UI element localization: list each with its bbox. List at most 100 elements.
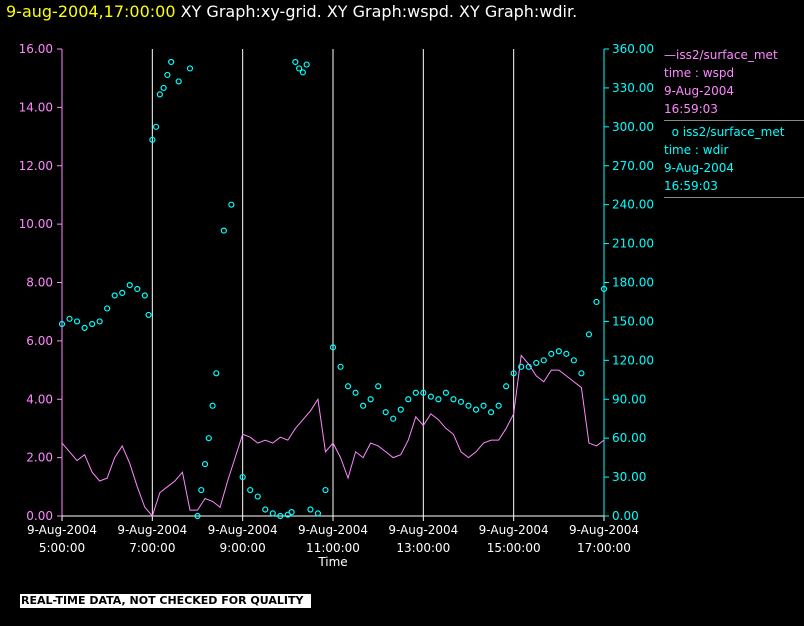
data-point-wdir [412, 389, 419, 396]
y-left-tick-label: 4.00 [26, 392, 53, 406]
y-right-tick-label: 330.00 [612, 81, 654, 95]
data-point-wdir [119, 289, 126, 296]
x-axis-label: Time [317, 555, 347, 569]
y-right-tick-label: 120.00 [612, 353, 654, 367]
data-point-wdir [220, 227, 227, 234]
y-left-tick-label: 16.00 [19, 42, 53, 56]
x-tick-date: 9-Aug-2004 [298, 523, 368, 537]
data-point-wdir [472, 406, 480, 413]
x-tick-time: 13:00:00 [396, 541, 450, 555]
y-right-tick-label: 360.00 [612, 42, 654, 56]
x-tick-date: 9-Aug-2004 [208, 523, 278, 537]
data-point-wdir [487, 409, 495, 416]
data-point-wdir [149, 136, 156, 143]
data-point-wdir [141, 292, 148, 299]
legend-entry-wspd: —iss2/surface_met time : wspd 9-Aug-2004… [664, 46, 804, 121]
data-point-wdir [390, 415, 397, 422]
y-left-tick-label: 2.00 [26, 451, 53, 465]
data-point-wdir [382, 409, 389, 416]
data-point-wdir [201, 461, 209, 468]
data-point-wdir [329, 344, 337, 351]
data-point-wdir [435, 396, 442, 403]
data-point-wdir [58, 320, 66, 328]
data-point-wdir [156, 91, 163, 98]
data-point-wdir [427, 393, 434, 400]
data-point-wdir [397, 406, 404, 413]
legend-wdir-date: 9-Aug-2004 [664, 161, 735, 175]
x-tick-time: 9:00:00 [220, 541, 266, 555]
title-timestamp: 9-aug-2004,17:00:00 [6, 2, 176, 21]
x-tick-date: 9-Aug-2004 [479, 523, 549, 537]
data-point-wdir [578, 370, 585, 377]
y-left-tick-label: 6.00 [26, 334, 53, 348]
data-point-wdir [337, 363, 344, 370]
data-point-wdir [96, 318, 103, 325]
data-point-wdir [160, 84, 167, 92]
legend-wdir-time: 16:59:03 [664, 179, 718, 193]
data-point-wdir [111, 292, 118, 299]
data-point-wdir [344, 383, 352, 390]
y-right-tick-label: 150.00 [612, 314, 654, 328]
data-point-wdir [533, 359, 540, 367]
data-point-wdir [134, 285, 141, 293]
data-point-wdir [593, 298, 600, 306]
legend-wspd-variable: time : wspd [664, 66, 735, 80]
data-point-wdir [239, 473, 246, 481]
data-point-wdir [186, 65, 194, 72]
data-point-wdir [442, 389, 450, 396]
y-left-tick-label: 12.00 [19, 159, 53, 173]
data-point-wdir [525, 363, 532, 370]
data-point-wdir [296, 65, 303, 72]
data-point-wdir [585, 331, 593, 338]
data-point-wdir [168, 58, 175, 66]
data-point-wdir [175, 78, 182, 85]
data-point-wdir [457, 398, 465, 405]
y-left-tick-label: 0.00 [26, 509, 53, 523]
data-point-wdir [518, 363, 525, 370]
data-point-wdir [540, 357, 547, 364]
y-right-tick-label: 270.00 [612, 159, 654, 173]
data-point-wdir [322, 486, 329, 494]
data-point-wdir [194, 512, 201, 520]
x-tick-date: 9-Aug-2004 [569, 523, 639, 537]
data-point-wdir [495, 402, 502, 409]
data-point-wdir [375, 383, 382, 390]
data-point-wdir [367, 396, 374, 403]
legend-wdir-variable: time : wdir [664, 143, 729, 157]
circle-symbol-icon: o [664, 125, 683, 139]
data-point-wdir [360, 402, 367, 409]
x-tick-time: 5:00:00 [39, 541, 85, 555]
data-point-wdir [262, 506, 269, 513]
data-point-wdir [352, 389, 359, 396]
data-point-wdir [126, 281, 133, 289]
series-line-wspd [61, 354, 605, 518]
data-point-wdir [510, 370, 517, 377]
data-point-wdir [503, 383, 510, 390]
y-right-tick-label: 60.00 [612, 431, 646, 445]
data-point-wdir [104, 305, 111, 312]
data-point-wdir [570, 357, 577, 364]
y-right-tick-label: 180.00 [612, 276, 654, 290]
y-left-tick-label: 8.00 [26, 276, 53, 290]
y-left-tick-label: 14.00 [19, 100, 53, 114]
data-point-wdir [198, 486, 205, 494]
data-point-wdir [81, 324, 88, 332]
x-tick-date: 9-Aug-2004 [117, 523, 187, 537]
quality-notice: REAL-TIME DATA, NOT CHECKED FOR QUALITY [20, 594, 312, 608]
legend-wdir-source: o iss2/surface_met [664, 125, 785, 139]
data-point-wdir [303, 61, 310, 68]
y-right-tick-label: 240.00 [612, 198, 654, 212]
data-point-wdir [73, 318, 81, 325]
data-point-wdir [247, 486, 254, 494]
x-tick-time: 11:00:00 [306, 541, 360, 555]
data-point-wdir [66, 315, 73, 322]
data-point-wdir [600, 285, 608, 293]
x-tick-time: 17:00:00 [577, 541, 631, 555]
data-point-wdir [480, 402, 487, 409]
data-point-wdir [254, 493, 261, 500]
y-right-tick-label: 300.00 [612, 120, 654, 134]
legend-wspd-time: 16:59:03 [664, 102, 718, 116]
y-right-tick-label: 210.00 [612, 237, 654, 251]
data-point-wdir [307, 506, 314, 513]
